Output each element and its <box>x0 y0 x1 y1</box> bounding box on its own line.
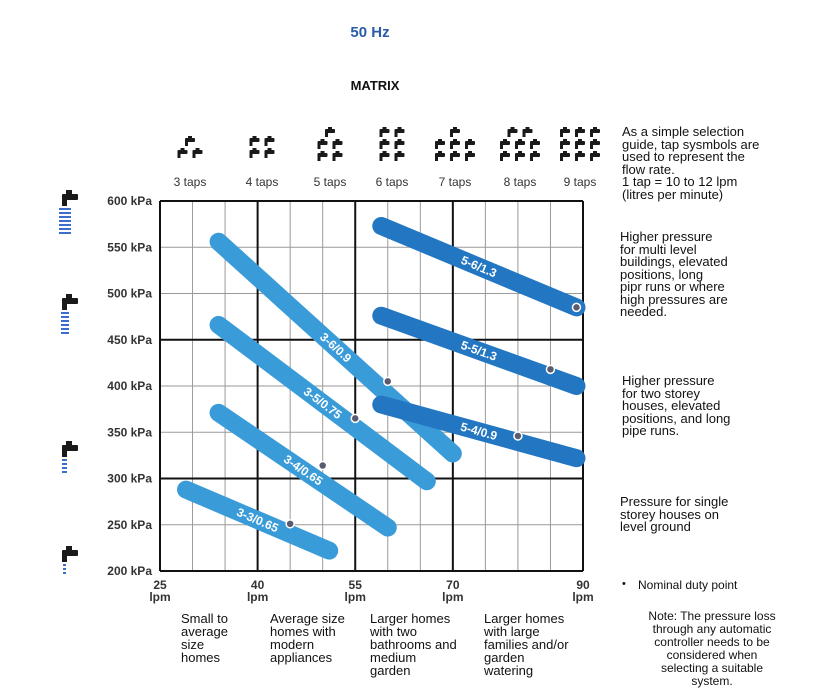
tap-group-5 <box>317 127 343 161</box>
duty-point <box>545 364 556 375</box>
pressure-note-medium: Higher pressure for two storey houses, e… <box>622 373 731 438</box>
y-tick-label: 600 kPa <box>107 194 152 208</box>
band-3-3/0.65 <box>177 480 339 560</box>
band-3-5/0.75 <box>209 315 436 491</box>
x-tick-label: 25 lpm <box>149 578 170 604</box>
y-tick-label: 500 kPa <box>107 287 152 301</box>
x-tick-label: 70 lpm <box>442 578 463 604</box>
duty-point <box>383 376 393 387</box>
tap-group-3 <box>177 136 203 158</box>
band-5-5/1.3 <box>372 306 586 395</box>
tap-count-label: 7 taps <box>439 175 472 189</box>
x-tick-label: 40 lpm <box>247 578 268 604</box>
tap-guide-note: As a simple selection guide, tap sysmbol… <box>622 124 760 202</box>
tap-icon-medium-pressure <box>62 441 78 473</box>
duty-point <box>285 519 295 529</box>
tap-count-label: 5 taps <box>314 175 347 189</box>
tap-count-label: 9 taps <box>564 175 597 189</box>
legend-bullet: • <box>622 578 626 590</box>
pressure-tap-icons <box>59 190 78 574</box>
tap-group-6 <box>379 127 405 161</box>
tap-group-4 <box>249 136 275 158</box>
tap-icon-high-pressure <box>59 190 78 234</box>
x-tick-label: 55 lpm <box>345 578 366 604</box>
category-small-homes: Small to average size homes <box>181 611 228 665</box>
duty-point <box>571 302 582 313</box>
tap-icon-medium-high-pressure <box>61 294 78 334</box>
tap-count-label: 8 taps <box>504 175 537 189</box>
x-axis-ticks: 25 lpm 40 lpm 55 lpm 70 lpm 90 lpm <box>149 578 593 604</box>
y-tick-label: 400 kPa <box>107 379 152 393</box>
category-larger-homes-large-families: Larger homes with large families and/or … <box>484 611 569 678</box>
tap-group-9 <box>560 127 600 161</box>
y-tick-label: 300 kPa <box>107 472 152 486</box>
duty-point <box>513 431 523 441</box>
y-tick-label: 350 kPa <box>107 425 152 439</box>
category-average-homes: Average size homes with modern appliance… <box>270 611 345 665</box>
y-axis-ticks: 600 kPa 550 kPa 500 kPa 450 kPa 400 kPa 350 k… <box>107 194 152 578</box>
tap-group-8 <box>500 127 540 161</box>
band-5-6/1.3 <box>372 216 586 317</box>
tap-icon-low-pressure <box>62 546 78 574</box>
band-5-4/0.9 <box>372 395 586 468</box>
y-tick-label: 550 kPa <box>107 240 152 254</box>
x-tick-label: 90 lpm <box>572 578 593 604</box>
band-3-4/0.65 <box>209 403 397 537</box>
y-tick-label: 250 kPa <box>107 518 152 532</box>
tap-group-7 <box>435 127 475 161</box>
duty-point <box>350 413 360 424</box>
pressure-note-high: Higher pressure for multi level building… <box>620 229 728 319</box>
tap-count-label: 6 taps <box>376 175 409 189</box>
duty-point <box>317 460 328 471</box>
chart-subtitle: MATRIX <box>350 78 400 93</box>
pump-bands: 3-3/0.653-4/0.653-5/0.753-6/0.95-4/0.95-… <box>177 216 586 560</box>
tap-count-label: 3 taps <box>174 175 207 189</box>
pressure-note-low: Pressure for single storey houses on lev… <box>620 494 729 534</box>
y-tick-label: 200 kPa <box>107 564 152 578</box>
controller-note: Note: The pressure loss through any auto… <box>648 609 776 688</box>
chart-title: 50 Hz <box>350 24 390 41</box>
tap-count-label: 4 taps <box>246 175 279 189</box>
y-tick-label: 450 kPa <box>107 333 152 347</box>
legend-text: Nominal duty point <box>638 578 738 592</box>
category-larger-homes-two-bathrooms: Larger homes with two bathrooms and medi… <box>370 611 457 678</box>
